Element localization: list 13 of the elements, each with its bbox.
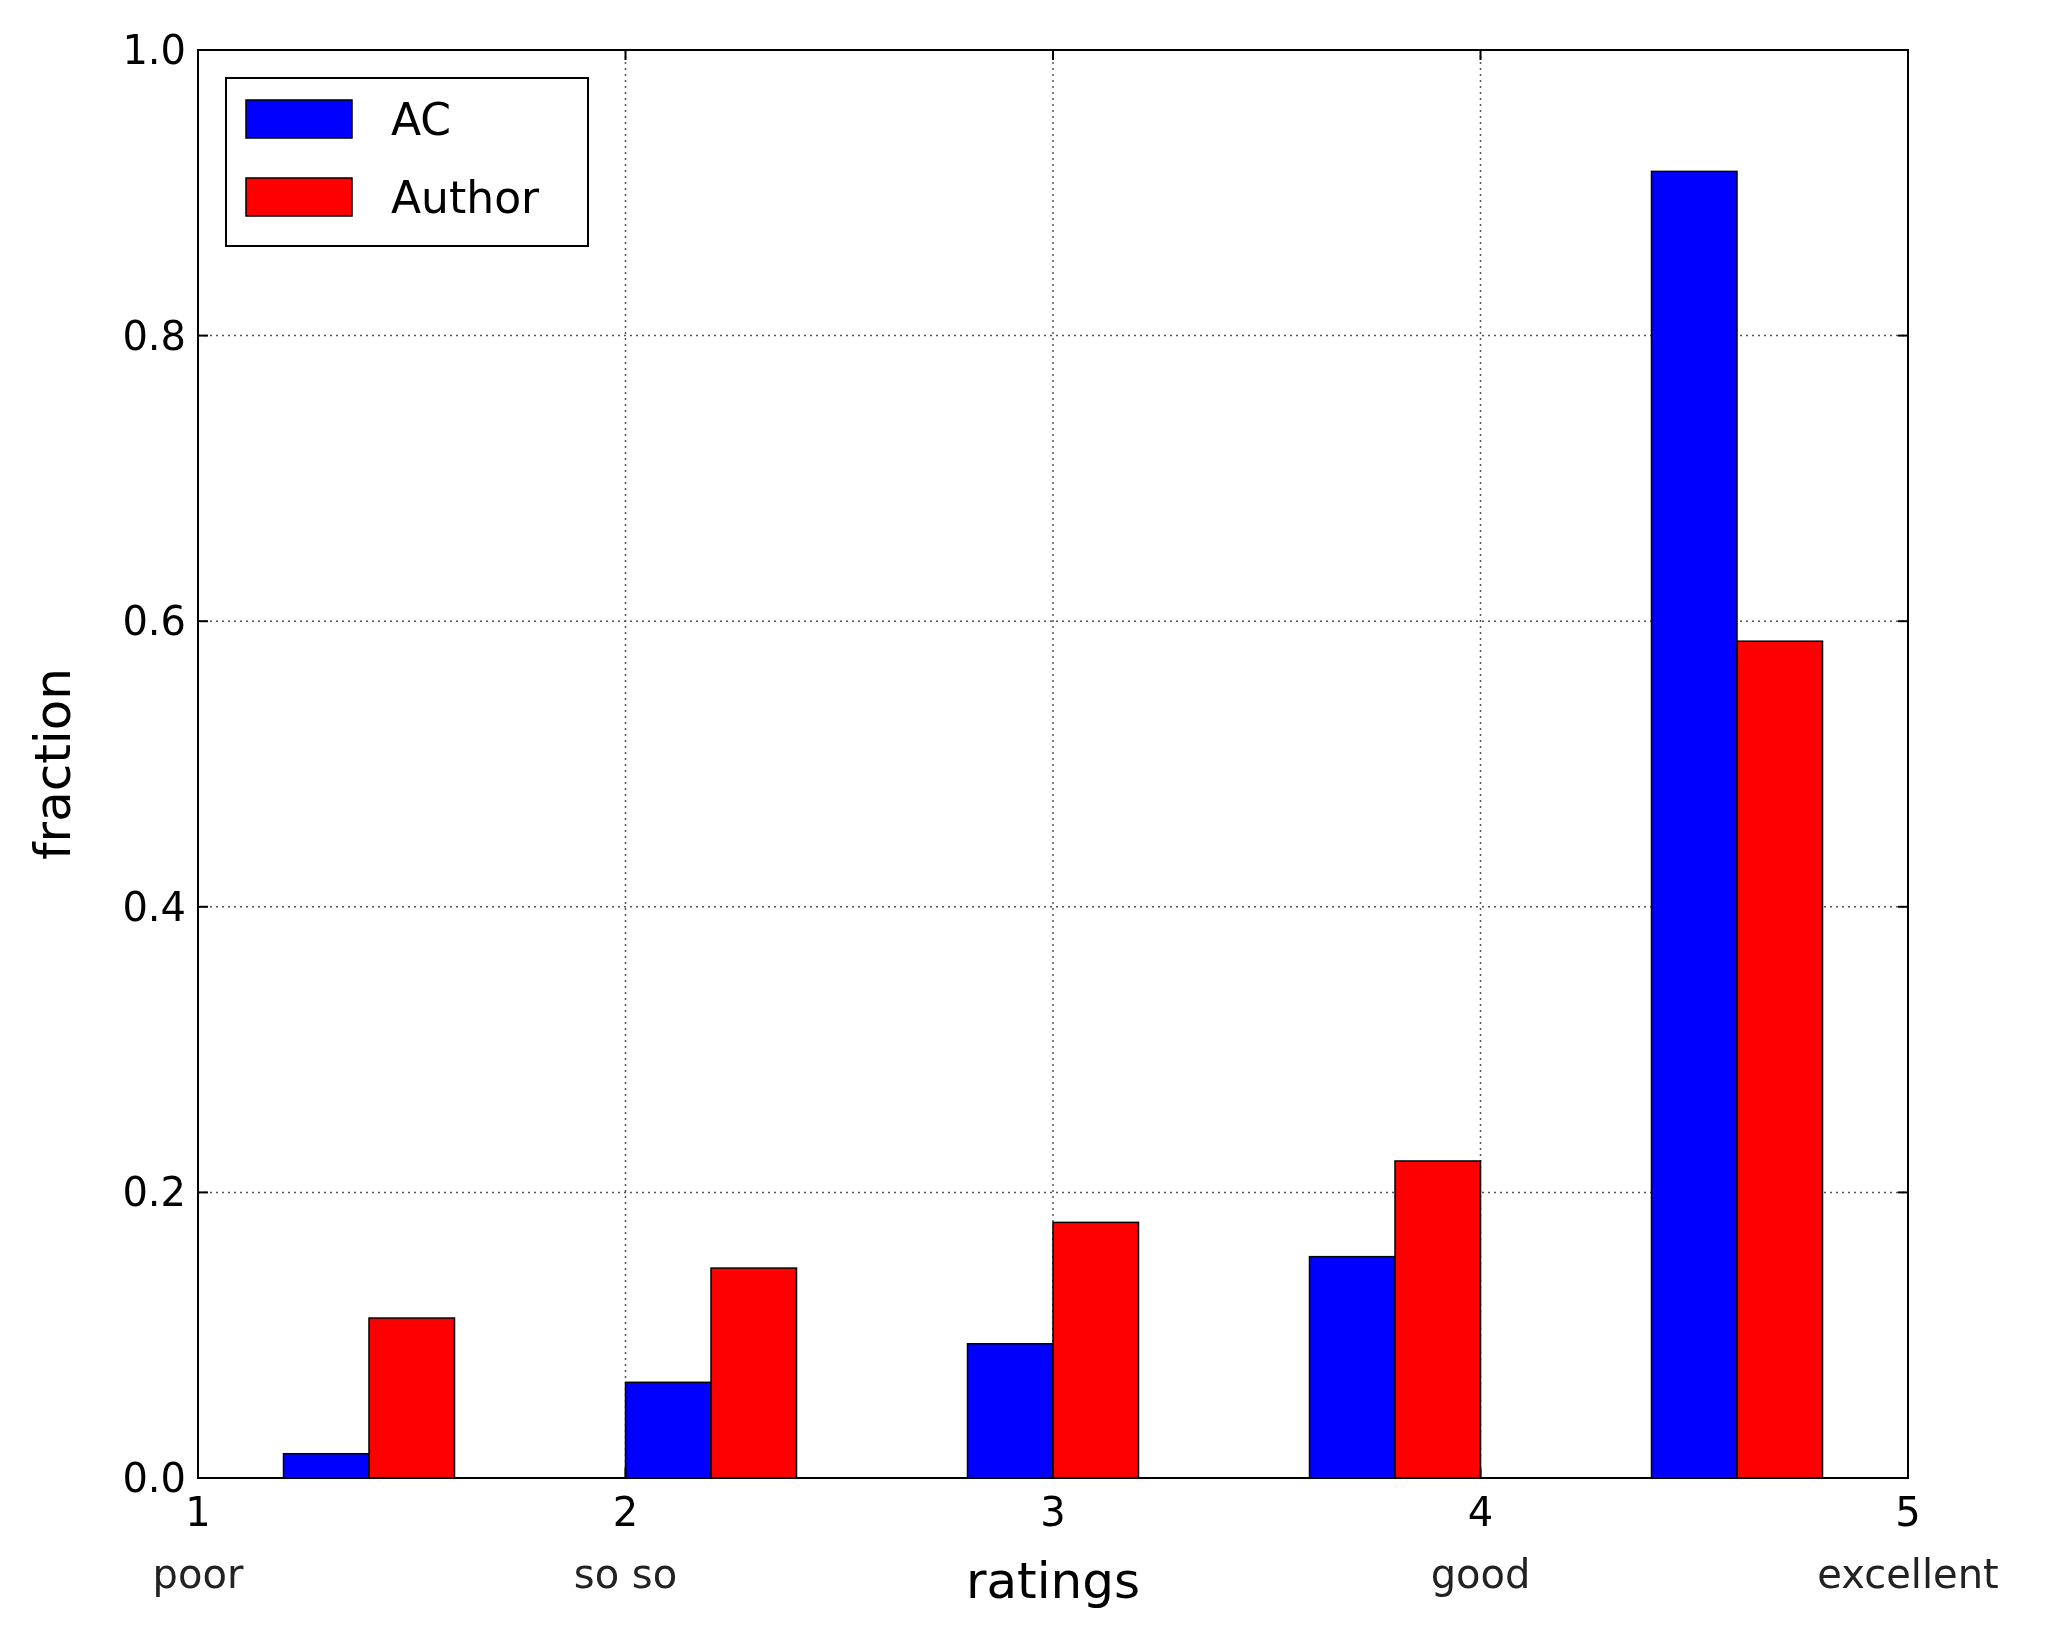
x-tick-label: 4 good	[1430, 1489, 1531, 1597]
y-tick-label: 0.8	[122, 312, 186, 359]
y-tick-label: 0.6	[122, 598, 186, 645]
legend-label: AC	[391, 94, 452, 146]
x-tick-label: 3	[1040, 1489, 1066, 1535]
y-tick-label: 1.0	[122, 27, 186, 73]
y-tick-label: 0.4	[122, 883, 186, 930]
legend-label: Author	[391, 172, 541, 224]
y-tick-label: 0.2	[122, 1169, 186, 1216]
y-axis-title: fraction	[24, 667, 82, 861]
x-tick-label: 5 excellent	[1817, 1489, 1999, 1597]
x-tick-label: 2 so so	[573, 1489, 678, 1597]
x-axis-title: ratings	[965, 1552, 1141, 1610]
